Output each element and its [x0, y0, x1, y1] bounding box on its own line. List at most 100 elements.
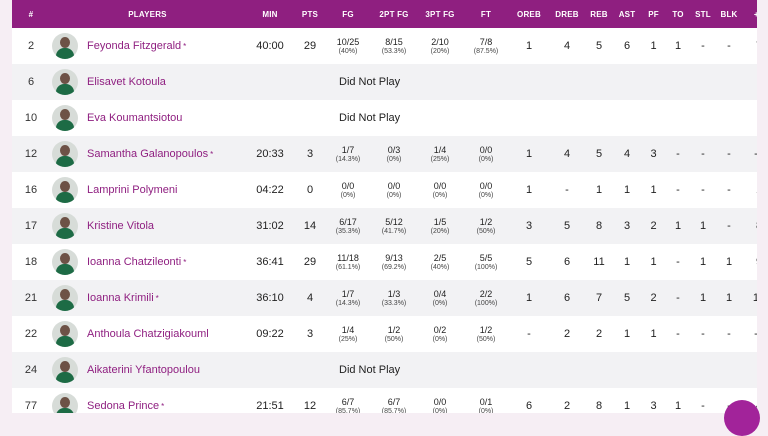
turnovers: -	[666, 280, 690, 316]
three-point-fg-made-attempted: 0/0	[433, 180, 447, 191]
player-name-link[interactable]: Eva Koumantsiotou	[87, 112, 183, 124]
offensive-rebounds: 1	[509, 136, 549, 172]
avatar-jersey-shape	[56, 336, 74, 347]
plus-minus: -8	[742, 136, 757, 172]
col-fg-header[interactable]: FG	[325, 0, 371, 28]
player-cell: Lamprini Polymeni	[50, 172, 245, 208]
offensive-rebounds: 1	[509, 172, 549, 208]
field-goals-percent: (14.3%)	[335, 155, 361, 163]
jersey-number: 77	[12, 388, 50, 413]
field-goals-made-attempted: 1/7	[341, 144, 355, 155]
field-goals-made-attempted: 6/17	[339, 216, 357, 227]
plus-minus: 10	[742, 280, 757, 316]
player-info: Eva Koumantsiotou	[50, 100, 245, 136]
defensive-rebounds: 2	[549, 388, 585, 413]
steals: -	[690, 388, 716, 413]
two-point-fg-percent: (0%)	[386, 155, 402, 163]
rebounds: 7	[585, 280, 613, 316]
field-goals-percent: (85.7%)	[335, 407, 361, 414]
col-stl-header[interactable]: STL	[690, 0, 716, 28]
steals: -	[690, 316, 716, 352]
did-not-play-label: Did Not Play	[245, 64, 757, 100]
col-to-header[interactable]: TO	[666, 0, 690, 28]
player-row: 77 Sedona Prince * 21:51 12 6/7 (85.7%) 6/7 (85.…	[12, 388, 757, 413]
player-name-link[interactable]: Samantha Galanopoulos	[87, 148, 209, 160]
assists: 4	[613, 136, 641, 172]
player-name-link[interactable]: Feyonda Fitzgerald	[87, 40, 182, 52]
field-goals: 6/17 (35.3%)	[325, 208, 371, 244]
three-point-fg: 1/4 (25%)	[417, 136, 463, 172]
plus-minus: 7	[742, 28, 757, 64]
minutes: 31:02	[245, 208, 295, 244]
chat-fab-button[interactable]	[724, 400, 760, 436]
free-throws-percent: (100%)	[474, 299, 498, 307]
turnovers: -	[666, 172, 690, 208]
field-goals-made-attempted: 6/7	[341, 396, 355, 407]
col-oreb-header[interactable]: OREB	[509, 0, 549, 28]
avatar-jersey-shape	[56, 156, 74, 167]
field-goals-percent: (25%)	[338, 335, 358, 343]
col-plus-minus-header[interactable]: +/-	[742, 0, 757, 28]
col-pts-header[interactable]: PTS	[295, 0, 325, 28]
defensive-rebounds: 5	[549, 208, 585, 244]
col-players-header[interactable]: PLAYERS	[50, 0, 245, 28]
player-info: Lamprini Polymeni	[50, 172, 245, 208]
player-row: 6 Elisavet Kotoula Did Not Play	[12, 64, 757, 100]
player-avatar-icon	[52, 285, 78, 311]
player-info: Aikaterini Yfantopoulou	[50, 352, 245, 388]
jersey-number: 2	[12, 28, 50, 64]
player-name-link[interactable]: Elisavet Kotoula	[87, 76, 166, 88]
jersey-number: 17	[12, 208, 50, 244]
free-throws-percent: (0%)	[478, 407, 494, 414]
player-row: 2 Feyonda Fitzgerald * 40:00 29 10/25 (40%) 8/1…	[12, 28, 757, 64]
player-name-link[interactable]: Aikaterini Yfantopoulou	[87, 364, 200, 376]
plus-minus: 1	[742, 172, 757, 208]
field-goals-percent: (14.3%)	[335, 299, 361, 307]
free-throws-made-attempted: 0/0	[479, 180, 493, 191]
player-name-link[interactable]: Anthoula Chatzigiakouml	[87, 328, 209, 340]
two-point-fg: 1/2 (50%)	[371, 316, 417, 352]
col-blk-header[interactable]: BLK	[716, 0, 742, 28]
two-point-fg-percent: (85.7%)	[381, 407, 407, 414]
col-ft-header[interactable]: FT	[463, 0, 509, 28]
player-avatar-icon	[52, 249, 78, 275]
player-name-link[interactable]: Lamprini Polymeni	[87, 184, 178, 196]
col-reb-header[interactable]: REB	[585, 0, 613, 28]
three-point-fg: 2/10 (20%)	[417, 28, 463, 64]
three-point-fg: 1/5 (20%)	[417, 208, 463, 244]
starter-marker: *	[155, 293, 159, 303]
player-name-link[interactable]: Kristine Vitola	[87, 220, 155, 232]
plus-minus: 9	[742, 244, 757, 280]
col-min-header[interactable]: MIN	[245, 0, 295, 28]
personal-fouls: 1	[641, 316, 666, 352]
col-number-header[interactable]: #	[12, 0, 50, 28]
field-goals: 1/7 (14.3%)	[325, 280, 371, 316]
player-cell: Elisavet Kotoula	[50, 64, 245, 100]
two-point-fg: 9/13 (69.2%)	[371, 244, 417, 280]
free-throws-made-attempted: 0/1	[479, 396, 493, 407]
three-point-fg-percent: (20%)	[430, 227, 450, 235]
player-name-link[interactable]: Ioanna Krimili	[87, 292, 154, 304]
blocks: -	[716, 172, 742, 208]
player-avatar-icon	[52, 357, 78, 383]
field-goals-made-attempted: 11/18	[337, 252, 359, 263]
free-throws: 0/0 (0%)	[463, 172, 509, 208]
col-pf-header[interactable]: PF	[641, 0, 666, 28]
steals: -	[690, 172, 716, 208]
col-ast-header[interactable]: AST	[613, 0, 641, 28]
player-name-link[interactable]: Sedona Prince	[87, 400, 160, 412]
personal-fouls: 3	[641, 388, 666, 413]
offensive-rebounds: 3	[509, 208, 549, 244]
col-3pt-fg-header[interactable]: 3PT FG	[417, 0, 463, 28]
assists: 5	[613, 280, 641, 316]
player-name-link[interactable]: Ioanna Chatzileonti	[87, 256, 182, 268]
offensive-rebounds: 1	[509, 280, 549, 316]
free-throws-made-attempted: 5/5	[479, 252, 493, 263]
avatar-head-shape	[60, 73, 70, 84]
col-2pt-fg-header[interactable]: 2PT FG	[371, 0, 417, 28]
two-point-fg: 0/0 (0%)	[371, 172, 417, 208]
three-point-fg-percent: (25%)	[430, 155, 450, 163]
avatar-jersey-shape	[56, 192, 74, 203]
col-dreb-header[interactable]: DREB	[549, 0, 585, 28]
plus-minus: 8	[742, 208, 757, 244]
